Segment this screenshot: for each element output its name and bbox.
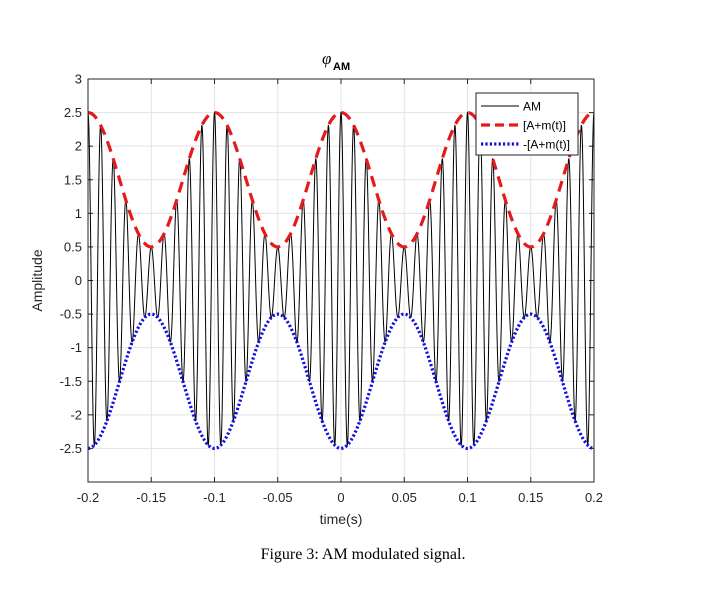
x-tick-label: -0.2 xyxy=(77,490,99,505)
x-tick-label: 0.2 xyxy=(585,490,603,505)
legend-box xyxy=(475,92,579,156)
figure-caption: Figure 3: AM modulated signal. xyxy=(260,546,466,563)
y-tick-label: 0 xyxy=(75,273,82,288)
am-chart: -0.2 -0.15 -0.1 -0.05 0 0.05 0.1 0.15 0.2 3 2.5 2 1.… xyxy=(29,49,603,527)
series-line-2 xyxy=(87,110,595,249)
y-tick-label: -2 xyxy=(70,407,82,422)
y-axis-label: Amplitude xyxy=(29,249,45,311)
y-tick-label: 2 xyxy=(75,139,82,154)
legend-label-3: -[A+m(t)] xyxy=(523,138,570,152)
chart-title-subscript: AM xyxy=(333,61,350,73)
y-tick-label: -0.5 xyxy=(60,307,82,322)
axes-box xyxy=(87,78,595,483)
x-tick-label: 0.15 xyxy=(518,490,543,505)
series-group xyxy=(87,110,595,451)
x-tick-label: -0.1 xyxy=(203,490,225,505)
y-tick-label: -2.5 xyxy=(60,441,82,456)
legend-label-1: AM xyxy=(523,100,541,114)
legend: AM [A+m(t)] -[A+m(t)] xyxy=(475,92,579,156)
y-tick-label: -1.5 xyxy=(60,374,82,389)
y-tick-label: 3 xyxy=(75,72,82,87)
y-tick-label: 1 xyxy=(75,206,82,221)
series-line-1 xyxy=(87,111,595,447)
x-tick-label: -0.15 xyxy=(136,490,166,505)
x-tick-label: 0 xyxy=(337,490,344,505)
x-tick-label: -0.05 xyxy=(263,490,293,505)
series-line-3 xyxy=(87,312,595,451)
y-tick-label: -1 xyxy=(70,340,82,355)
y-tick-label: 2.5 xyxy=(64,105,82,120)
x-axis-label: time(s) xyxy=(320,511,363,527)
chart-title: φ xyxy=(322,49,331,68)
y-tick-label: 1.5 xyxy=(64,172,82,187)
legend-label-2: [A+m(t)] xyxy=(523,119,566,133)
tick-labels: -0.2 -0.15 -0.1 -0.05 0 0.05 0.1 0.15 0.2 3 2.5 2 1.… xyxy=(60,72,603,506)
y-tick-label: 0.5 xyxy=(64,239,82,254)
x-tick-label: 0.05 xyxy=(392,490,417,505)
x-tick-label: 0.1 xyxy=(458,490,476,505)
